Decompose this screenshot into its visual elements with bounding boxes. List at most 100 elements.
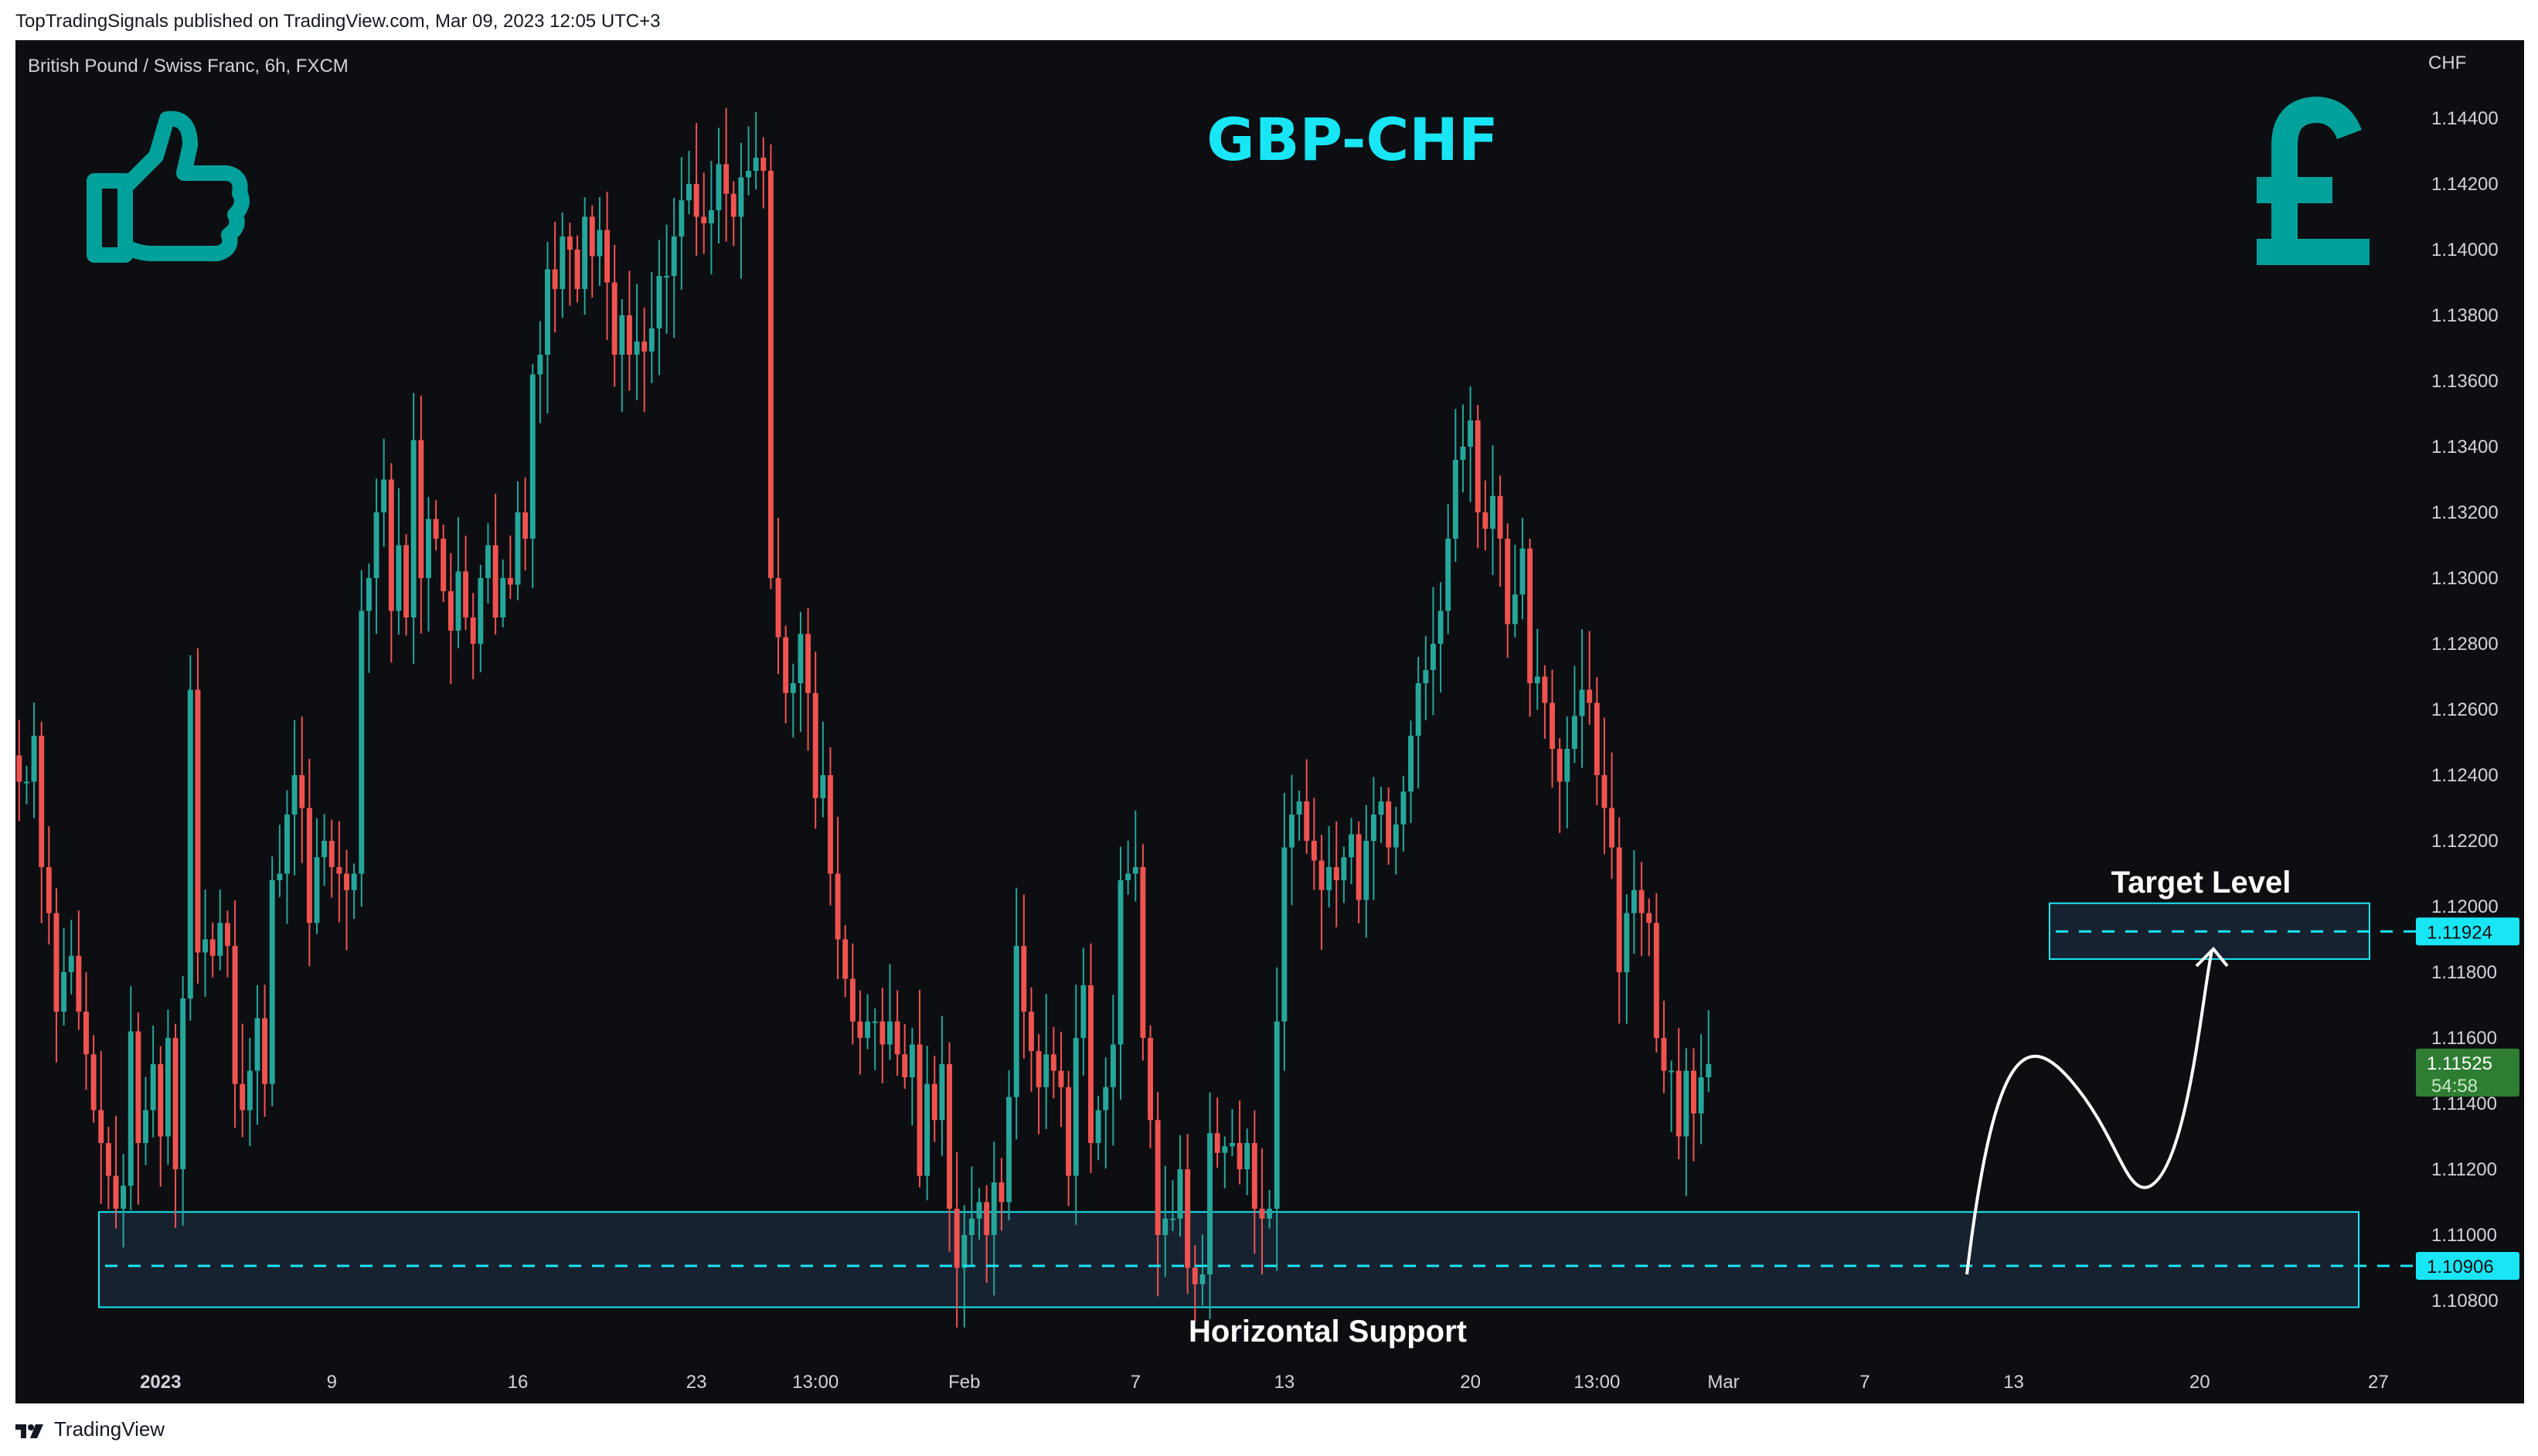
candle [1185,1134,1191,1294]
candle [1073,985,1079,1225]
candle [240,1023,246,1138]
candle [470,593,476,679]
candle [1669,1060,1675,1132]
thumbs-up-icon [76,102,253,272]
candle [1214,1097,1220,1168]
tradingview-logo-icon[interactable] [15,1421,46,1438]
candle [1415,657,1421,789]
time-tick-label: 7 [1859,1372,1869,1393]
candle [143,1077,148,1165]
candle [1021,894,1027,1059]
candle [1437,582,1444,693]
price-tick-label: 1.12600 [2431,699,2499,720]
candle [158,1046,164,1187]
time-tick-label: 13:00 [792,1372,839,1393]
candle [574,235,580,303]
candle [1519,517,1526,620]
candle [202,890,209,997]
candle [1683,1048,1689,1196]
candle [1571,665,1577,764]
chart-frame[interactable]: Horizontal Support Target Level 1.10800 1.… [15,40,2524,1403]
candle [447,553,454,685]
candle [1698,1034,1704,1145]
candle [16,719,22,822]
candle [835,816,841,979]
candle [299,716,305,863]
footer-brand[interactable]: TradingView [54,1417,165,1441]
candle [626,270,632,391]
candle [53,888,60,1063]
candle [708,161,714,274]
candle [1356,821,1362,924]
candle [187,655,193,1021]
candle [1244,1128,1250,1196]
candle [865,994,871,1049]
candle [1423,635,1429,720]
candle [1653,893,1659,1053]
candle [1631,850,1637,954]
candle [224,910,230,978]
candle [441,524,447,603]
candle [403,534,410,636]
candle [931,1056,937,1142]
candle [566,223,573,306]
projection-path[interactable] [1965,950,2213,1275]
time-tick-label: 9 [327,1372,337,1393]
candle [1468,386,1474,502]
candle [1370,777,1376,900]
candle [1616,817,1622,1024]
candle [947,1042,952,1252]
price-axis[interactable]: 1.10800 1.11000 1.11200 1.11400 1.11600 1.118… [2416,40,2524,1403]
support-zone[interactable] [98,1211,2359,1308]
candle [209,922,216,978]
time-tick-label: 13:00 [1573,1372,1620,1393]
candle [1207,1092,1213,1319]
candle [1349,818,1354,885]
symbol-label[interactable]: British Pound / Swiss Franc, 6h, FXCM [28,56,349,77]
candle [1110,995,1116,1146]
candle [1505,523,1511,658]
candle [1304,759,1310,855]
price-chart[interactable]: Horizontal Support Target Level 1.108001.… [15,40,2524,1403]
candle [991,1141,997,1296]
price-tag[interactable]: 1.11924 [2416,917,2519,946]
price-tick-label: 1.11200 [2431,1159,2497,1180]
candle [582,197,588,315]
candle [1199,1234,1206,1306]
candle [1430,587,1436,716]
horizontal-support-label: Horizontal Support [1189,1315,1467,1349]
candle [1490,444,1495,576]
target-level-label: Target Level [2111,866,2291,900]
candle [515,481,521,600]
candle [1408,720,1414,824]
candle [872,1008,878,1070]
candle [1043,994,1050,1129]
candle [1497,475,1503,587]
candle [1594,677,1600,806]
candle [1550,669,1555,788]
candle [634,284,640,400]
time-axis[interactable]: 2023 9 16 23 13:00 Feb 7 13 20 13:00 Mar 7 13 20 27 [140,1372,2389,1393]
candle [753,112,759,190]
candle [939,1015,945,1156]
price-tag[interactable]: 1.10906 [2416,1251,2519,1280]
candle [1601,717,1608,855]
candle [767,144,774,590]
candle [277,825,283,897]
candle [619,299,625,412]
candle [1140,844,1146,1061]
candle [1192,1245,1198,1322]
currency-label: CHF [2428,53,2467,73]
candle [105,1127,111,1209]
candle [1095,1095,1101,1161]
candle [1118,846,1124,1100]
candle [1311,798,1317,890]
candle [291,719,298,876]
candle [1676,1028,1682,1160]
time-tick-label: 23 [686,1372,707,1393]
candle [842,924,849,998]
candle [1400,775,1407,852]
time-tick-label: 20 [1460,1372,1481,1393]
candle [172,1023,179,1228]
